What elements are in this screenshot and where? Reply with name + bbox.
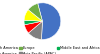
Wedge shape xyxy=(38,3,61,40)
Wedge shape xyxy=(24,10,42,21)
Wedge shape xyxy=(24,20,42,25)
Wedge shape xyxy=(28,21,42,40)
Legend: North America, Latin America, Europe, Asia Pacific (APAC), Middle East and Afric: North America, Latin America, Europe, As… xyxy=(0,46,100,54)
Wedge shape xyxy=(28,3,42,21)
Wedge shape xyxy=(24,21,42,33)
